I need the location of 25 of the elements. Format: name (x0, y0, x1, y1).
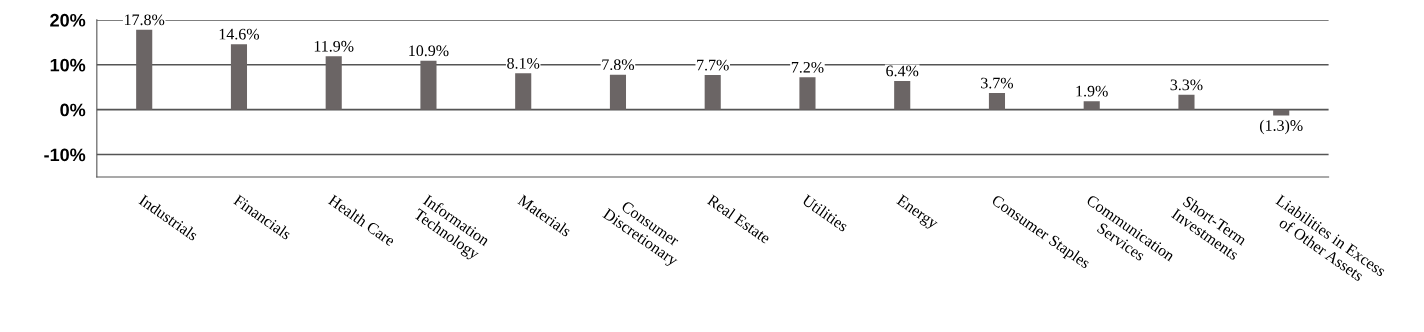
data-label: 11.9% (314, 40, 354, 52)
data-label: 8.1% (507, 57, 540, 69)
bar (799, 77, 816, 110)
data-label: 7.2% (791, 61, 824, 73)
data-label: 6.4% (886, 65, 919, 77)
bar (894, 80, 911, 110)
y-tick-label: 20% (50, 13, 86, 27)
bar (609, 74, 627, 110)
data-label: 1.9% (1076, 85, 1108, 97)
data-label: 3.7% (981, 77, 1014, 89)
bar (515, 73, 532, 110)
data-label: 14.6% (219, 28, 260, 40)
bar (136, 29, 153, 110)
data-label: 7.7% (697, 59, 729, 71)
data-label: 17.8% (124, 14, 165, 26)
y-tick-label: -10% (44, 148, 86, 162)
data-label: 7.8% (602, 59, 635, 71)
y-tick-label: 10% (50, 58, 86, 72)
y-tick-label: 0% (60, 103, 86, 117)
data-label: (1.3)% (1259, 119, 1303, 135)
bar (704, 75, 721, 110)
data-label: 3.3% (1170, 79, 1203, 91)
bar (1083, 101, 1100, 110)
bar (420, 60, 437, 110)
data-label: 10.9% (409, 45, 449, 57)
